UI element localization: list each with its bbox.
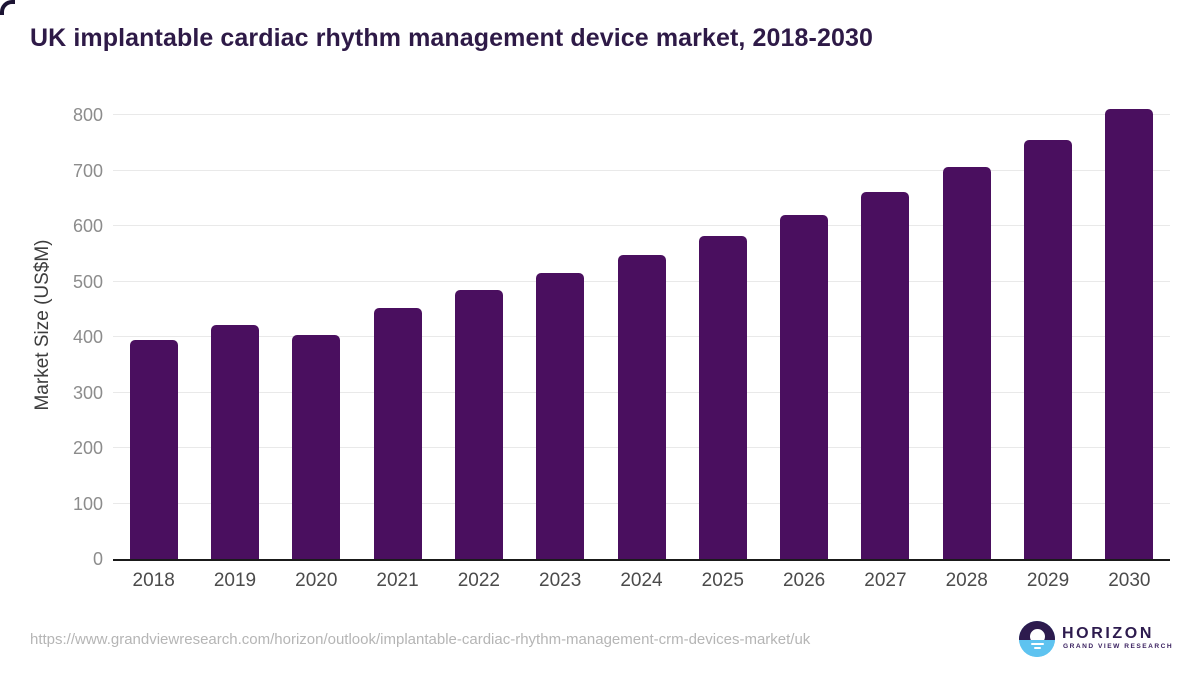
x-tick-label: 2027 <box>864 570 907 591</box>
x-tick-label: 2028 <box>945 570 988 591</box>
bar-2030 <box>1105 109 1154 559</box>
y-tick-label: 700 <box>72 160 103 181</box>
logo-name: HORIZON <box>1062 625 1154 642</box>
gridline <box>113 225 1170 226</box>
bar-2025 <box>698 236 747 559</box>
chart-title: UK implantable cardiac rhythm management… <box>30 24 873 52</box>
x-axis-line <box>113 559 1170 561</box>
x-tick-label: 2030 <box>1108 570 1151 591</box>
x-tick-label: 2025 <box>701 570 744 591</box>
x-tick-label: 2029 <box>1026 570 1070 591</box>
x-tick-label: 2019 <box>213 570 257 591</box>
bar-2019 <box>210 324 259 559</box>
y-tick-label: 400 <box>72 327 103 347</box>
x-tick-label: 2023 <box>539 570 582 591</box>
corner-decoration <box>0 0 15 15</box>
horizon-sun-icon <box>1019 621 1055 657</box>
y-tick-label: 100 <box>72 493 103 514</box>
x-axis-tick-labels: 2018 2019 2020 2021 2022 2023 2024 2025 2026 2027… <box>113 570 1170 594</box>
x-tick-label: 2024 <box>620 570 663 591</box>
bar-2026 <box>780 214 829 559</box>
bar-2020 <box>292 334 341 559</box>
bar-chart: Market Size (US$M) 0 100 200 300 400 500 600 70… <box>0 0 1170 610</box>
x-tick-label: 2021 <box>376 570 419 591</box>
bar-2021 <box>373 307 422 559</box>
y-tick-label: 800 <box>72 105 103 125</box>
bar-2018 <box>129 339 178 559</box>
x-tick-label: 2018 <box>132 570 175 591</box>
y-tick-label: 600 <box>72 216 103 236</box>
y-tick-label: 200 <box>72 438 103 458</box>
horizon-logo: HORIZON GRAND VIEW RESEARCH <box>1019 621 1172 661</box>
y-tick-label: 500 <box>72 271 103 292</box>
bar-2024 <box>617 255 666 559</box>
plot-area <box>113 109 1170 561</box>
y-tick-label: 300 <box>72 382 103 403</box>
x-tick-label: 2022 <box>457 570 501 591</box>
bar-2022 <box>454 290 503 559</box>
bar-2023 <box>536 273 585 559</box>
source-url: https://www.grandviewresearch.com/horizo… <box>30 631 811 648</box>
gridline <box>113 169 1170 171</box>
y-tick-label: 0 <box>92 549 103 569</box>
x-tick-label: 2026 <box>782 570 826 591</box>
bar-2028 <box>942 166 991 559</box>
x-tick-label: 2020 <box>295 570 338 591</box>
gridline <box>113 114 1170 115</box>
bar-2027 <box>861 191 910 559</box>
logo-subtitle: GRAND VIEW RESEARCH <box>1063 642 1174 650</box>
bar-2029 <box>1024 139 1073 559</box>
y-axis-tick-labels: 0 100 200 300 400 500 600 700 800 <box>0 0 103 610</box>
